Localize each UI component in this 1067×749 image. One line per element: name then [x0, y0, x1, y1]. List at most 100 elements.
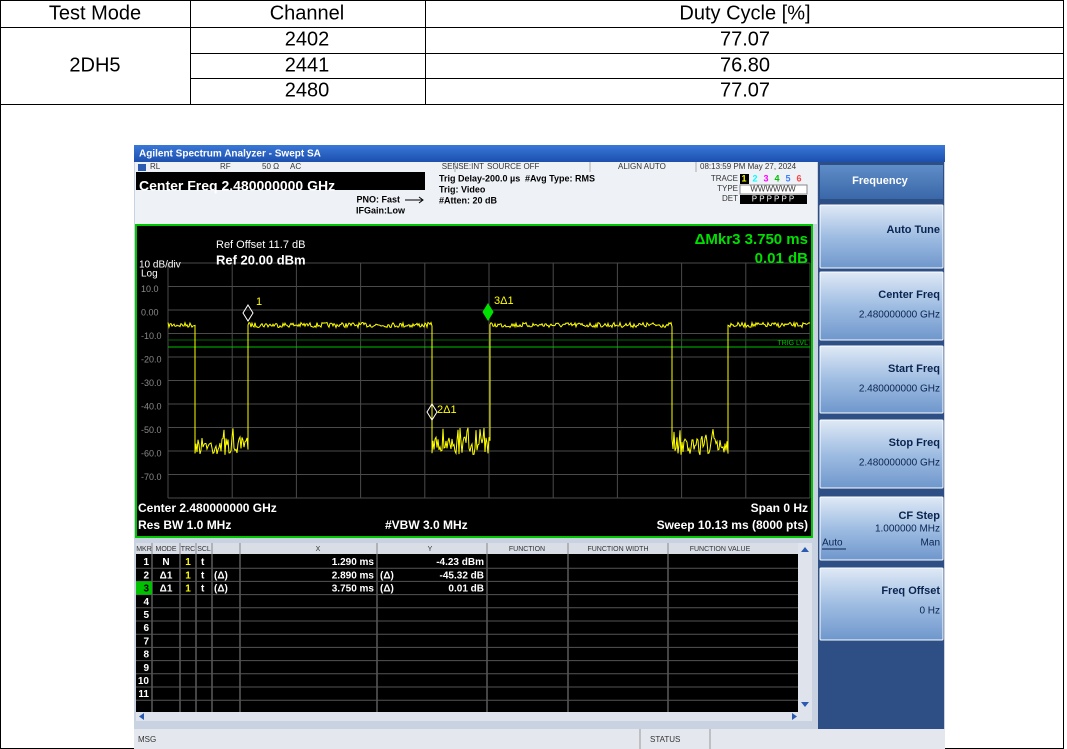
scroll-arrow — [801, 547, 809, 552]
y-ref: (Δ) — [380, 584, 394, 595]
icon — [138, 164, 146, 171]
softkey-value: 1.000000 MHz — [875, 524, 940, 535]
column-header: Channel — [270, 2, 345, 24]
y-label: -30.0 — [141, 378, 162, 388]
channel: 2441 — [285, 54, 330, 76]
msg: MSG — [138, 735, 156, 744]
softkey-header — [820, 165, 943, 199]
softkey — [819, 567, 944, 641]
softkey-label: Center Freq — [878, 289, 940, 301]
trace-number: 3 — [763, 173, 768, 183]
softkey-option: Auto — [822, 538, 843, 549]
setting: TYPE — [717, 184, 738, 193]
x-value: 1.290 ms — [332, 557, 375, 568]
trc: 1 — [185, 584, 191, 595]
ref-offset: Ref Offset 11.7 dB — [216, 239, 305, 251]
trc: 1 — [185, 570, 191, 581]
mode: Δ1 — [160, 584, 173, 595]
ref-level: Ref 20.00 dBm — [216, 252, 306, 267]
y-label: -60.0 — [141, 448, 162, 458]
setting: Trig Delay-200.0 µs — [439, 173, 520, 183]
softkey-value: 2.480000000 GHz — [859, 384, 940, 395]
status-item: SENSE:INT — [442, 162, 484, 171]
marker-table-header — [136, 543, 798, 554]
scale: 10 dB/div — [139, 260, 181, 271]
mkr: 9 — [143, 663, 149, 674]
marker — [242, 304, 254, 322]
center: Center 2.480000000 GHz — [138, 501, 277, 515]
status-item: SOURCE OFF — [487, 162, 540, 171]
softkey-label: CF Step — [898, 510, 940, 522]
softkey-value: 2.480000000 GHz — [859, 310, 940, 321]
det-box — [740, 195, 807, 204]
trc: 1 — [185, 557, 191, 568]
mkr: 7 — [143, 636, 149, 647]
mkr: 1 — [143, 557, 149, 568]
trace-number: 5 — [785, 173, 790, 183]
marker-readout: ΔMkr3 3.750 ms — [695, 231, 808, 248]
mkr: 5 — [143, 610, 149, 621]
marker-table — [136, 543, 812, 712]
softkey-label: Start Freq — [888, 363, 940, 375]
softkey-label: Stop Freq — [889, 437, 940, 449]
column-header: Duty Cycle [%] — [679, 2, 810, 24]
softkey — [819, 204, 944, 269]
duty-cycle: 77.07 — [720, 79, 770, 101]
mkr: 4 — [143, 597, 149, 608]
table-header: Y — [428, 546, 433, 553]
softkey-value: 0 Hz — [919, 606, 940, 617]
y-label: -50.0 — [141, 425, 162, 435]
mkr: 11 — [138, 689, 149, 700]
marker-label: 1 — [256, 296, 262, 308]
active-marker — [136, 581, 152, 595]
type-values: WWWWWW — [750, 185, 796, 194]
scroll-arrow — [801, 702, 809, 707]
softkey-label: Auto Tune — [886, 224, 940, 236]
ref: (Δ) — [214, 584, 228, 595]
scl: t — [201, 584, 205, 595]
mode: N — [162, 557, 169, 568]
column-header: Test Mode — [49, 2, 141, 24]
scl: t — [201, 570, 205, 581]
mkr: 8 — [143, 650, 149, 661]
status-item: 08:13:59 PM May 27, 2024 — [700, 162, 797, 171]
x-value: 2.890 ms — [332, 570, 375, 581]
table-header: MODE — [156, 546, 177, 553]
duty-cycle: 77.07 — [720, 28, 770, 50]
table-header: FUNCTION WIDTH — [587, 546, 648, 553]
center-freq-box — [136, 172, 425, 190]
softkey-value: 2.480000000 GHz — [859, 458, 940, 469]
sweep: Sweep 10.13 ms (8000 pts) — [657, 518, 808, 532]
marker — [482, 303, 494, 321]
channel: 2402 — [285, 28, 330, 50]
status-item: 50 Ω — [262, 162, 279, 171]
softkey-option: Man — [921, 538, 940, 549]
trace-number: 2 — [752, 173, 757, 183]
channel: 2480 — [285, 79, 330, 101]
mkr: 6 — [143, 623, 149, 634]
marker-label: 3Δ1 — [494, 295, 514, 307]
trace-number: 1 — [741, 173, 746, 183]
table-header: MKR — [136, 546, 152, 553]
status-item: RL — [150, 162, 161, 171]
arrow — [405, 196, 424, 204]
title-bar — [134, 145, 945, 162]
y-label: -40.0 — [141, 401, 162, 411]
duty-cycle: 76.80 — [720, 54, 770, 76]
menu-title: Frequency — [852, 175, 909, 187]
res-bw: Res BW 1.0 MHz — [138, 518, 231, 532]
softkey-label: Freq Offset — [881, 585, 940, 597]
scl: t — [201, 557, 205, 568]
trace-number: 6 — [796, 173, 801, 183]
scroll-arrow — [792, 713, 797, 720]
scroll-arrow — [139, 713, 144, 720]
x-value: 3.750 ms — [332, 584, 375, 595]
setting: TRACE — [711, 174, 738, 183]
y-value: -4.23 dBm — [436, 557, 484, 568]
table-header: FUNCTION VALUE — [690, 546, 751, 553]
status: STATUS — [650, 735, 680, 744]
trace-number: 4 — [774, 173, 779, 183]
scale-type: Log — [141, 269, 158, 280]
trace-highlight — [740, 174, 749, 184]
